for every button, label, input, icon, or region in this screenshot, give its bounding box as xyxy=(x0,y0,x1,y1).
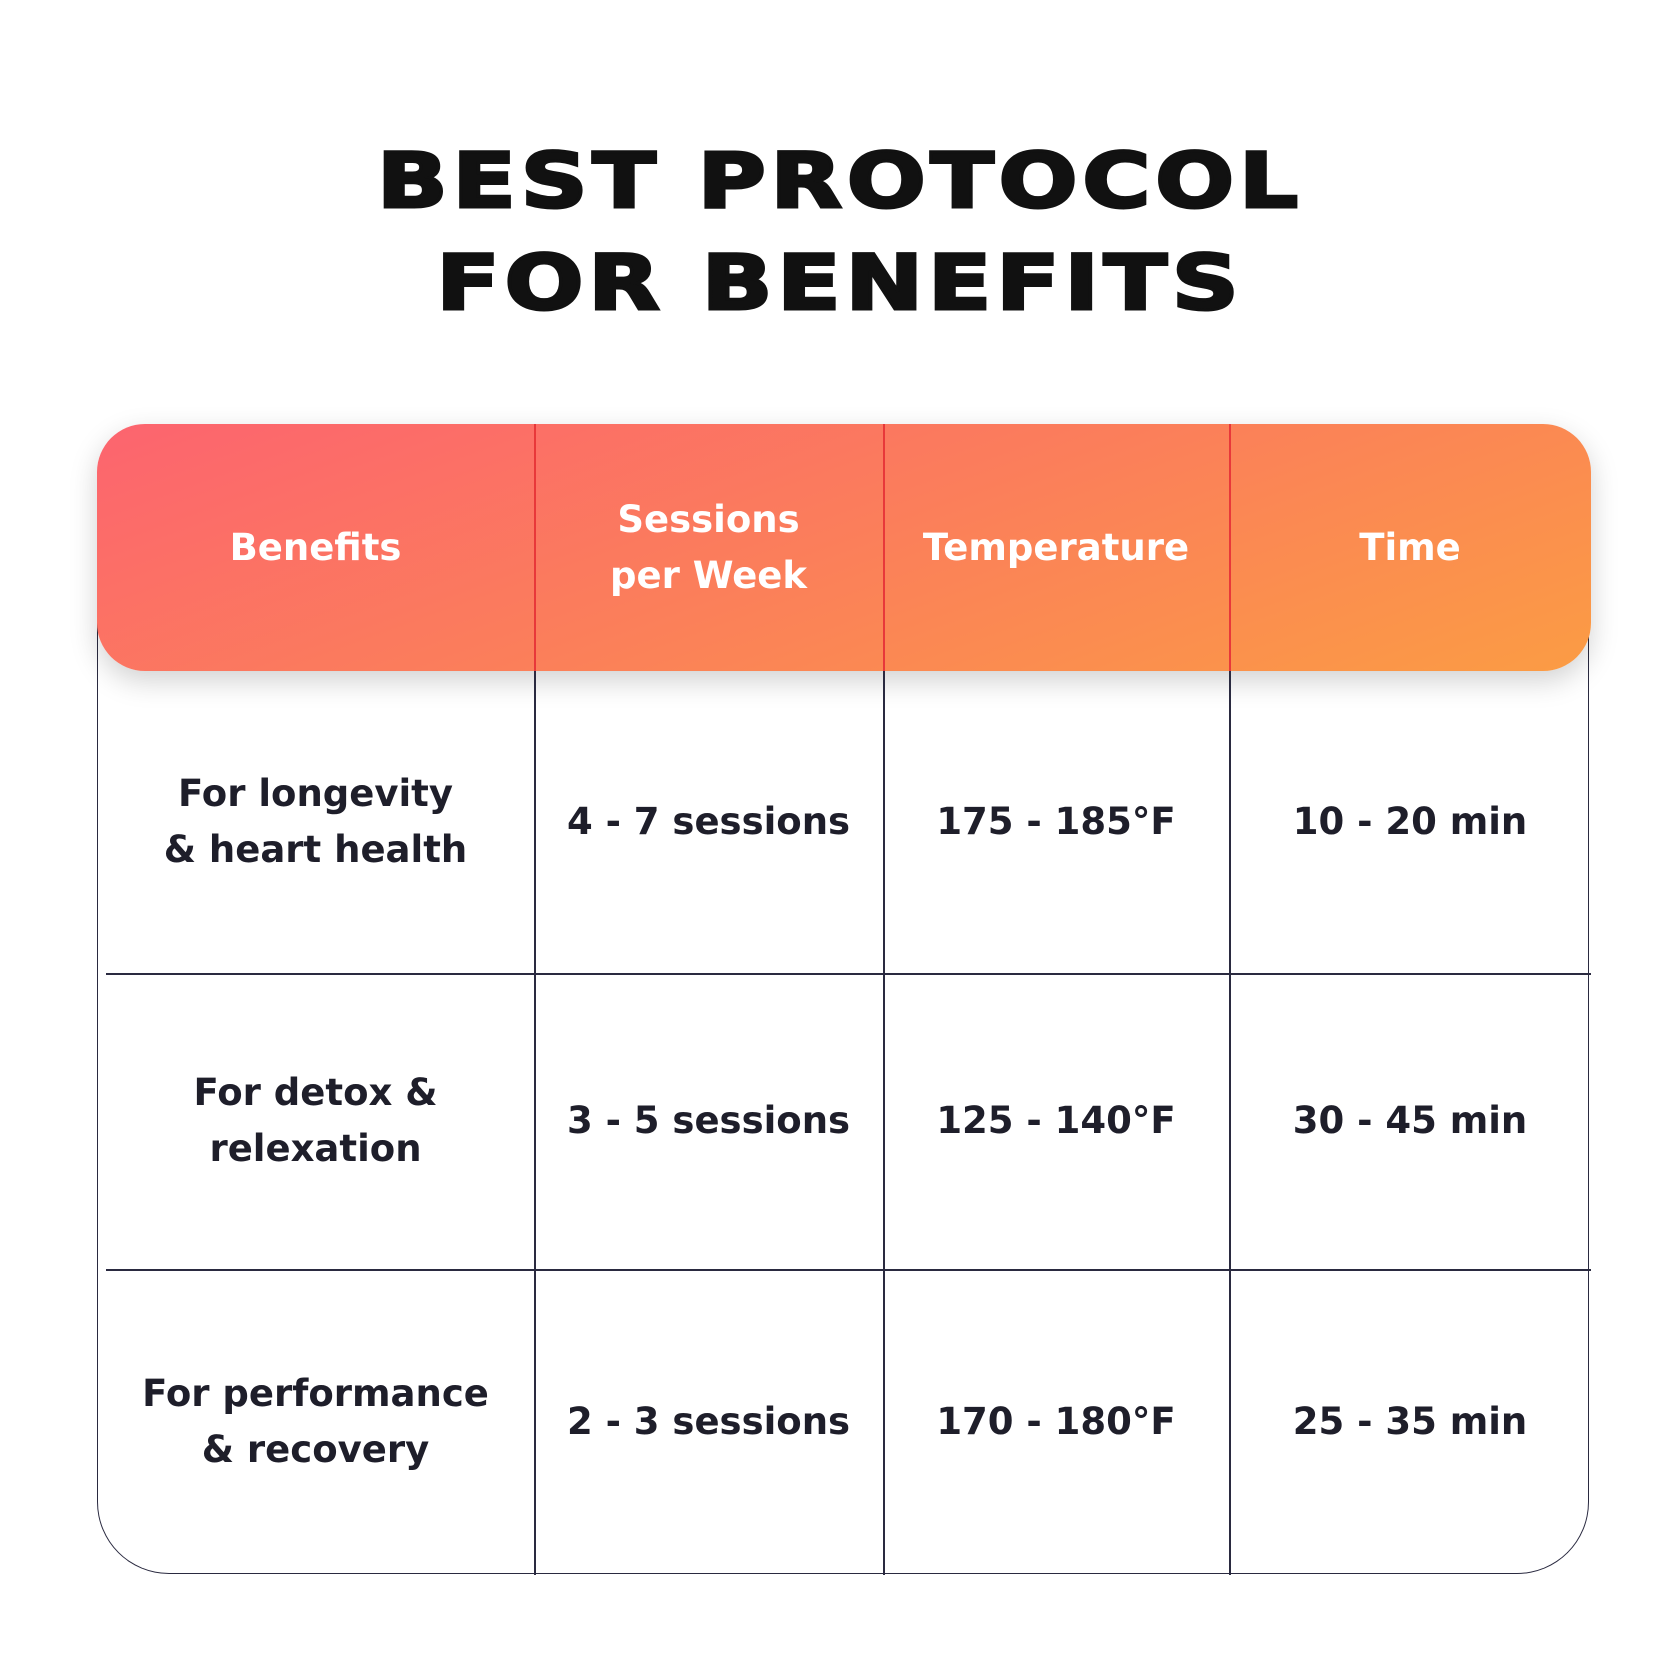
header-cell: Time xyxy=(1229,424,1591,671)
body-cell: 170 - 180°F xyxy=(883,1269,1229,1575)
body-cell: For detox & relexation xyxy=(97,973,534,1269)
title-line: FOR BENEFITS xyxy=(435,237,1244,329)
cell-line: per Week xyxy=(610,553,807,597)
table-header xyxy=(97,424,1591,671)
title: BEST PROTOCOL FOR BENEFITS xyxy=(0,130,1680,334)
column-divider xyxy=(534,671,536,1575)
cell-line: 175 - 185°F xyxy=(936,800,1176,843)
cell-line: 25 - 35 min xyxy=(1292,1400,1528,1443)
header-divider xyxy=(883,424,885,671)
cell-line: 170 - 180°F xyxy=(936,1400,1176,1443)
body-cell: For performance & recovery xyxy=(97,1269,534,1575)
column-divider xyxy=(1229,671,1231,1575)
row-divider xyxy=(106,973,1591,975)
cell-line: Sessions xyxy=(617,497,800,541)
cell-line: For longevity xyxy=(178,772,453,815)
row-divider xyxy=(106,1269,1591,1271)
body-cell: 3 - 5 sessions xyxy=(534,973,883,1269)
cell-line: relexation xyxy=(209,1127,422,1170)
body-cell: 2 - 3 sessions xyxy=(534,1269,883,1575)
header-cell: Sessions per Week xyxy=(534,424,883,671)
header-cell: Benefits xyxy=(97,424,534,671)
cell-line: For performance xyxy=(142,1372,489,1415)
cell-line: Benefits xyxy=(229,525,402,569)
header-divider xyxy=(534,424,536,671)
body-cell: 25 - 35 min xyxy=(1229,1269,1591,1575)
table-frame xyxy=(97,520,1589,1574)
header-cell: Temperature xyxy=(883,424,1229,671)
column-divider xyxy=(883,671,885,1575)
cell-line: Time xyxy=(1359,525,1461,569)
header-divider xyxy=(1229,424,1231,671)
cell-line: 10 - 20 min xyxy=(1292,800,1528,843)
body-cell: 4 - 7 sessions xyxy=(534,671,883,973)
body-cell: 125 - 140°F xyxy=(883,973,1229,1269)
cell-line: 2 - 3 sessions xyxy=(566,1400,851,1443)
cell-line: 4 - 7 sessions xyxy=(566,800,851,843)
body-cell: 10 - 20 min xyxy=(1229,671,1591,973)
cell-line: Temperature xyxy=(922,525,1190,569)
cell-line: & heart health xyxy=(163,828,468,871)
body-cell: For longevity & heart health xyxy=(97,671,534,973)
title-line: BEST PROTOCOL xyxy=(375,135,1303,227)
cell-line: For detox & xyxy=(193,1071,438,1114)
cell-line: 125 - 140°F xyxy=(936,1099,1176,1142)
body-cell: 30 - 45 min xyxy=(1229,973,1591,1269)
body-cell: 175 - 185°F xyxy=(883,671,1229,973)
cell-line: 30 - 45 min xyxy=(1292,1099,1528,1142)
cell-line: & recovery xyxy=(201,1428,430,1471)
cell-line: 3 - 5 sessions xyxy=(566,1099,851,1142)
